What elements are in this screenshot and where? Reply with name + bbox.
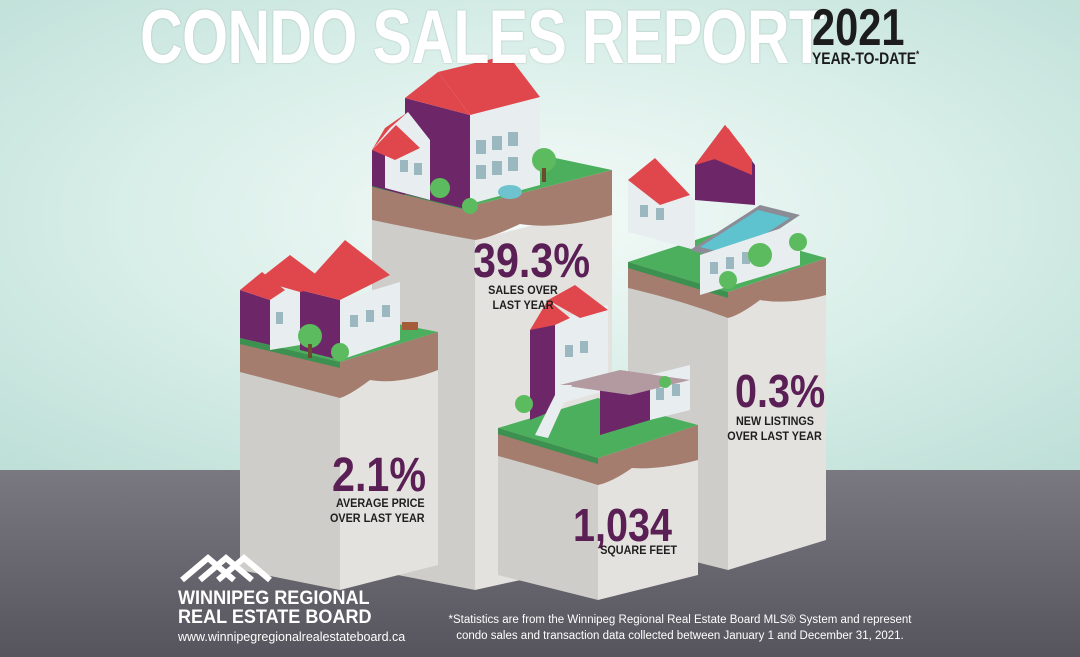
report-subtitle: YEAR-TO-DATE* — [812, 49, 919, 69]
page-title: CONDO SALES REPORT — [140, 0, 825, 80]
sales-stat-value: 39.3% — [473, 235, 591, 288]
sales-stat-label-1: SALES OVER — [488, 283, 558, 297]
average-price-stat-value: 2.1% — [332, 449, 427, 502]
subtitle-text: YEAR-TO-DATE — [812, 49, 917, 68]
sales-stat-label-2: LAST YEAR — [492, 298, 554, 312]
footnote-line1: *Statistics are from the Winnipeg Region… — [448, 614, 912, 626]
new-listings-stat-label-1: NEW LISTINGS — [735, 414, 814, 428]
square-feet-stat-value: 1,034 — [573, 499, 673, 551]
subtitle-asterisk: * — [916, 49, 920, 61]
average-price-stat-label-2: OVER LAST YEAR — [329, 511, 425, 525]
footnote-line2: condo sales and transaction data collect… — [456, 630, 904, 642]
pillar-square-feet — [498, 285, 698, 600]
average-price-stat-label-1: AVERAGE PRICE — [335, 496, 425, 510]
roof-chevrons-icon — [180, 554, 272, 583]
report-year: 2021 — [812, 0, 905, 57]
pillar-average-price — [240, 240, 438, 590]
board-name-line2: REAL ESTATE BOARD — [178, 607, 372, 628]
new-listings-stat-label-2: OVER LAST YEAR — [727, 429, 822, 443]
new-listings-stat-value: 0.3% — [735, 365, 826, 417]
board-name-line1: WINNIPEG REGIONAL — [178, 588, 370, 609]
square-feet-stat-label: SQUARE FEET — [600, 543, 677, 557]
board-website-link[interactable]: www.winnipegregionalrealestateboard.ca — [178, 630, 406, 644]
